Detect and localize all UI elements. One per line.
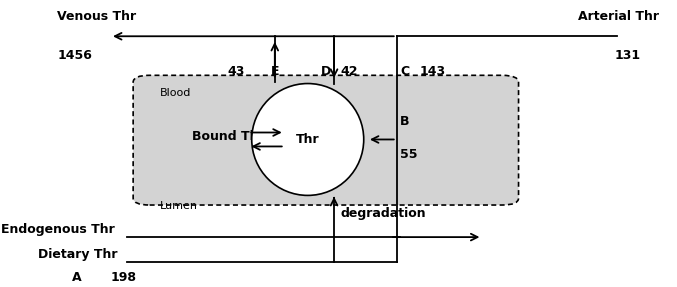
Text: A: A [72,271,82,284]
Text: D: D [320,65,331,77]
Text: 131: 131 [614,49,640,62]
Text: Thr: Thr [296,133,320,146]
Text: Blood: Blood [160,88,191,98]
Text: 42: 42 [341,65,358,77]
Text: Dietary Thr: Dietary Thr [38,248,117,261]
Text: degradation: degradation [341,207,427,220]
Text: 1456: 1456 [58,49,92,62]
Text: 143: 143 [420,65,446,77]
Text: 198: 198 [110,271,136,284]
Text: Endogenous Thr: Endogenous Thr [1,223,115,236]
Text: E: E [271,65,279,77]
FancyBboxPatch shape [133,75,519,205]
Text: 55: 55 [400,148,418,161]
Text: 43: 43 [227,65,245,77]
Text: C: C [400,65,409,77]
Ellipse shape [252,84,364,195]
Text: B: B [400,115,410,128]
Text: Lumen: Lumen [160,201,198,211]
Text: Venous Thr: Venous Thr [58,10,137,23]
Text: Arterial Thr: Arterial Thr [578,10,659,23]
Text: Bound Thr: Bound Thr [192,130,265,143]
